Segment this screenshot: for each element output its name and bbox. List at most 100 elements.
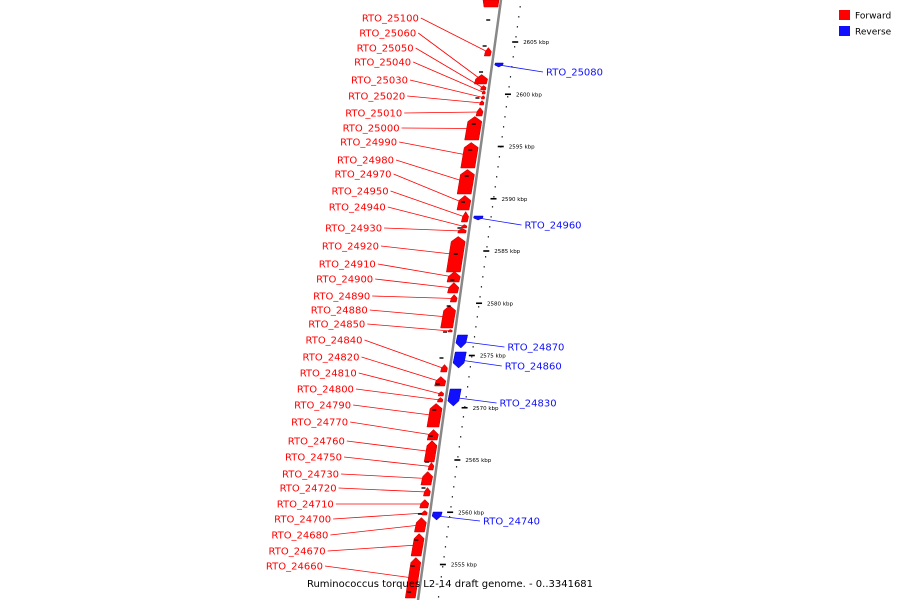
reverse-gene-label[interactable]: RTO_25080 (546, 68, 603, 79)
forward-gene-label[interactable]: RTO_24790 (294, 401, 351, 412)
forward-gene-arrow[interactable] (414, 517, 427, 533)
forward-gene-label[interactable]: RTO_25000 (343, 124, 400, 135)
forward-gene-label[interactable]: RTO_24680 (271, 531, 328, 542)
forward-gene-label[interactable]: RTO_24660 (266, 562, 323, 573)
forward-gene-arrow[interactable] (437, 397, 444, 403)
forward-gene-arrow[interactable] (423, 440, 438, 463)
reverse-gene-arrow[interactable] (447, 388, 462, 407)
forward-gene-label[interactable]: RTO_24800 (297, 385, 354, 396)
forward-gene-arrow[interactable] (440, 364, 448, 373)
forward-gene-arrow[interactable] (479, 100, 485, 106)
forward-gene-label[interactable]: RTO_24900 (316, 275, 373, 286)
forward-gene-label[interactable]: RTO_24850 (308, 320, 365, 331)
reverse-gene-label[interactable]: RTO_24860 (505, 362, 562, 373)
forward-gene-arrow[interactable] (456, 169, 475, 195)
reverse-gene-label[interactable]: RTO_24830 (500, 399, 557, 410)
forward-gene-label[interactable]: RTO_24880 (311, 306, 368, 317)
forward-gene-leader (364, 339, 445, 369)
reverse-gene-arrow[interactable] (473, 215, 484, 221)
forward-gene-arrow[interactable] (440, 305, 456, 329)
forward-gene-arrow[interactable] (460, 211, 469, 223)
reverse-gene-label[interactable]: RTO_24740 (483, 517, 540, 528)
reverse-gene-label[interactable]: RTO_24960 (525, 221, 582, 232)
forward-gene-label[interactable]: RTO_25010 (345, 109, 402, 120)
reverse-gene-arrow[interactable] (431, 511, 443, 521)
guide-dot (518, 16, 520, 18)
forward-gene-label[interactable]: RTO_24700 (274, 515, 331, 526)
guide-dot (497, 166, 499, 168)
forward-gene-arrow[interactable] (427, 462, 435, 471)
forward-gene-label[interactable]: RTO_25100 (362, 14, 419, 25)
forward-gene-label[interactable]: RTO_25040 (354, 58, 411, 69)
reverse-gene-leader (454, 397, 497, 404)
forward-gene-label[interactable]: RTO_24970 (335, 170, 392, 181)
forward-gene-leader (369, 309, 449, 318)
forward-gene-label[interactable]: RTO_24720 (280, 484, 337, 495)
forward-gene-arrow[interactable] (421, 510, 428, 516)
forward-gene-arrow[interactable] (461, 224, 468, 229)
forward-gene-leader (330, 524, 421, 536)
reverse-gene-arrow[interactable] (494, 62, 504, 68)
forward-gene-label[interactable]: RTO_24770 (291, 418, 348, 429)
forward-gene-arrow[interactable] (447, 329, 453, 333)
forward-gene-arrow[interactable] (482, 0, 500, 8)
reverse-gene-arrow[interactable] (455, 334, 468, 349)
forward-gene-arrow[interactable] (464, 116, 483, 141)
forward-gene-label[interactable]: RTO_24820 (303, 353, 360, 364)
reverse-gene-leader (461, 341, 505, 348)
forward-gene-leader (380, 245, 456, 255)
forward-gene-leader (409, 79, 484, 98)
forward-gene-label[interactable]: RTO_24750 (285, 453, 342, 464)
forward-gene-label[interactable]: RTO_24730 (282, 470, 339, 481)
forward-gene-arrow[interactable] (456, 195, 472, 211)
forward-gene-arrow[interactable] (404, 557, 422, 599)
reverse-gene-arrow[interactable] (452, 351, 467, 369)
forward-gene-arrow[interactable] (437, 391, 445, 397)
forward-gene-label[interactable]: RTO_24940 (329, 203, 386, 214)
forward-gene-label[interactable]: RTO_24760 (288, 437, 345, 448)
forward-gene-arrow[interactable] (475, 107, 484, 117)
forward-gene-arrow[interactable] (410, 533, 425, 557)
guide-dot (467, 386, 469, 388)
guide-dot (451, 496, 453, 498)
forward-gene-arrow[interactable] (423, 487, 431, 497)
forward-gene-arrow[interactable] (449, 294, 458, 303)
scale-tick-label: 2585 kbp (494, 249, 520, 255)
forward-gene-arrow[interactable] (483, 47, 492, 57)
guide-dot (464, 406, 466, 408)
reverse-gene-label[interactable]: RTO_24870 (507, 343, 564, 354)
forward-gene-leader (324, 565, 414, 579)
forward-gene-arrow[interactable] (480, 85, 487, 91)
guide-dot (489, 226, 491, 228)
forward-gene-arrow[interactable] (426, 403, 443, 428)
forward-gene-label[interactable]: RTO_24710 (277, 500, 334, 511)
reverse-gene-leader (437, 515, 481, 522)
scale-tick-label: 2555 kbp (451, 563, 477, 569)
forward-gene-label[interactable]: RTO_25060 (359, 29, 416, 40)
forward-gene-label[interactable]: RTO_24890 (313, 292, 370, 303)
legend-reverse-label: Reverse (855, 28, 892, 38)
forward-gene-label[interactable]: RTO_24980 (337, 156, 394, 167)
forward-gene-label[interactable]: RTO_25050 (357, 44, 414, 55)
forward-gene-label[interactable]: RTO_24840 (305, 336, 362, 347)
forward-gene-label[interactable]: RTO_24670 (269, 547, 326, 558)
forward-gene-label[interactable]: RTO_24930 (325, 224, 382, 235)
forward-gene-arrow[interactable] (460, 142, 479, 169)
forward-gene-label[interactable]: RTO_25030 (351, 76, 408, 87)
forward-gene-label[interactable]: RTO_24950 (332, 187, 389, 198)
forward-gene-label[interactable]: RTO_24810 (300, 369, 357, 380)
forward-gene-leader (346, 440, 431, 452)
forward-gene-arrow[interactable] (480, 95, 485, 100)
forward-gene-label[interactable]: RTO_25020 (348, 92, 405, 103)
forward-gene-arrow[interactable] (447, 282, 460, 294)
guide-dot (507, 96, 509, 98)
forward-gene-arrow[interactable] (457, 228, 467, 234)
forward-gene-arrow[interactable] (426, 429, 439, 441)
forward-gene-label[interactable]: RTO_24990 (340, 138, 397, 149)
forward-gene-label[interactable]: RTO_24910 (319, 260, 376, 271)
forward-gene-arrow[interactable] (474, 74, 488, 85)
forward-gene-arrow[interactable] (419, 499, 430, 509)
forward-gene-arrow[interactable] (481, 90, 486, 95)
forward-gene-arrow[interactable] (420, 471, 433, 486)
forward-gene-label[interactable]: RTO_24920 (322, 242, 379, 253)
